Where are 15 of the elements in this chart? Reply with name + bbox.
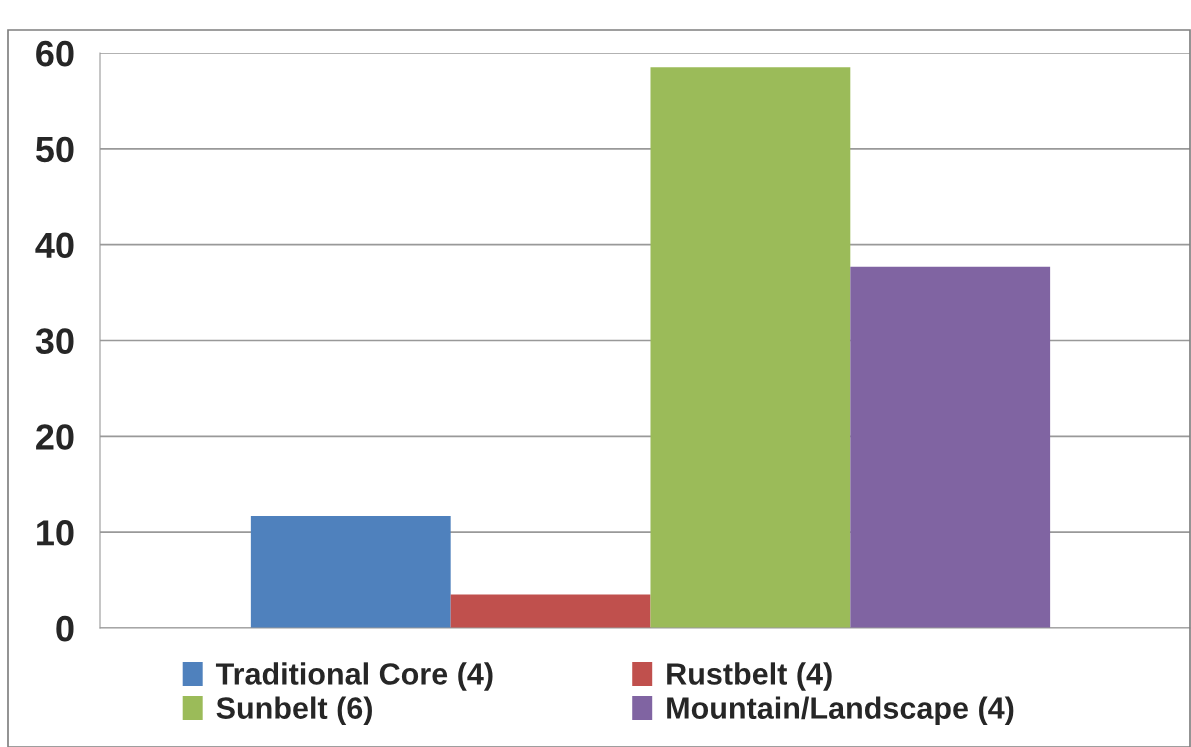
y-tick-label: 30: [35, 328, 74, 354]
legend-label: Rustbelt (4): [667, 662, 832, 691]
legend-label: Mountain/Landscape (4): [667, 696, 1014, 725]
y-tick-label: 0: [56, 615, 74, 642]
y-tick-label: 60: [36, 40, 74, 67]
legend-label: Traditional Core (4): [215, 662, 493, 691]
y-tick-label: 50: [35, 136, 74, 163]
bar: [650, 67, 851, 628]
bar: [850, 266, 1051, 628]
y-tick-label: 40: [35, 232, 74, 259]
bar: [250, 515, 451, 628]
y-tick-label: 20: [36, 424, 74, 450]
legend-label: Sunbelt (6): [216, 696, 372, 725]
bar: [450, 594, 651, 628]
y-tick-label: 10: [37, 520, 74, 546]
